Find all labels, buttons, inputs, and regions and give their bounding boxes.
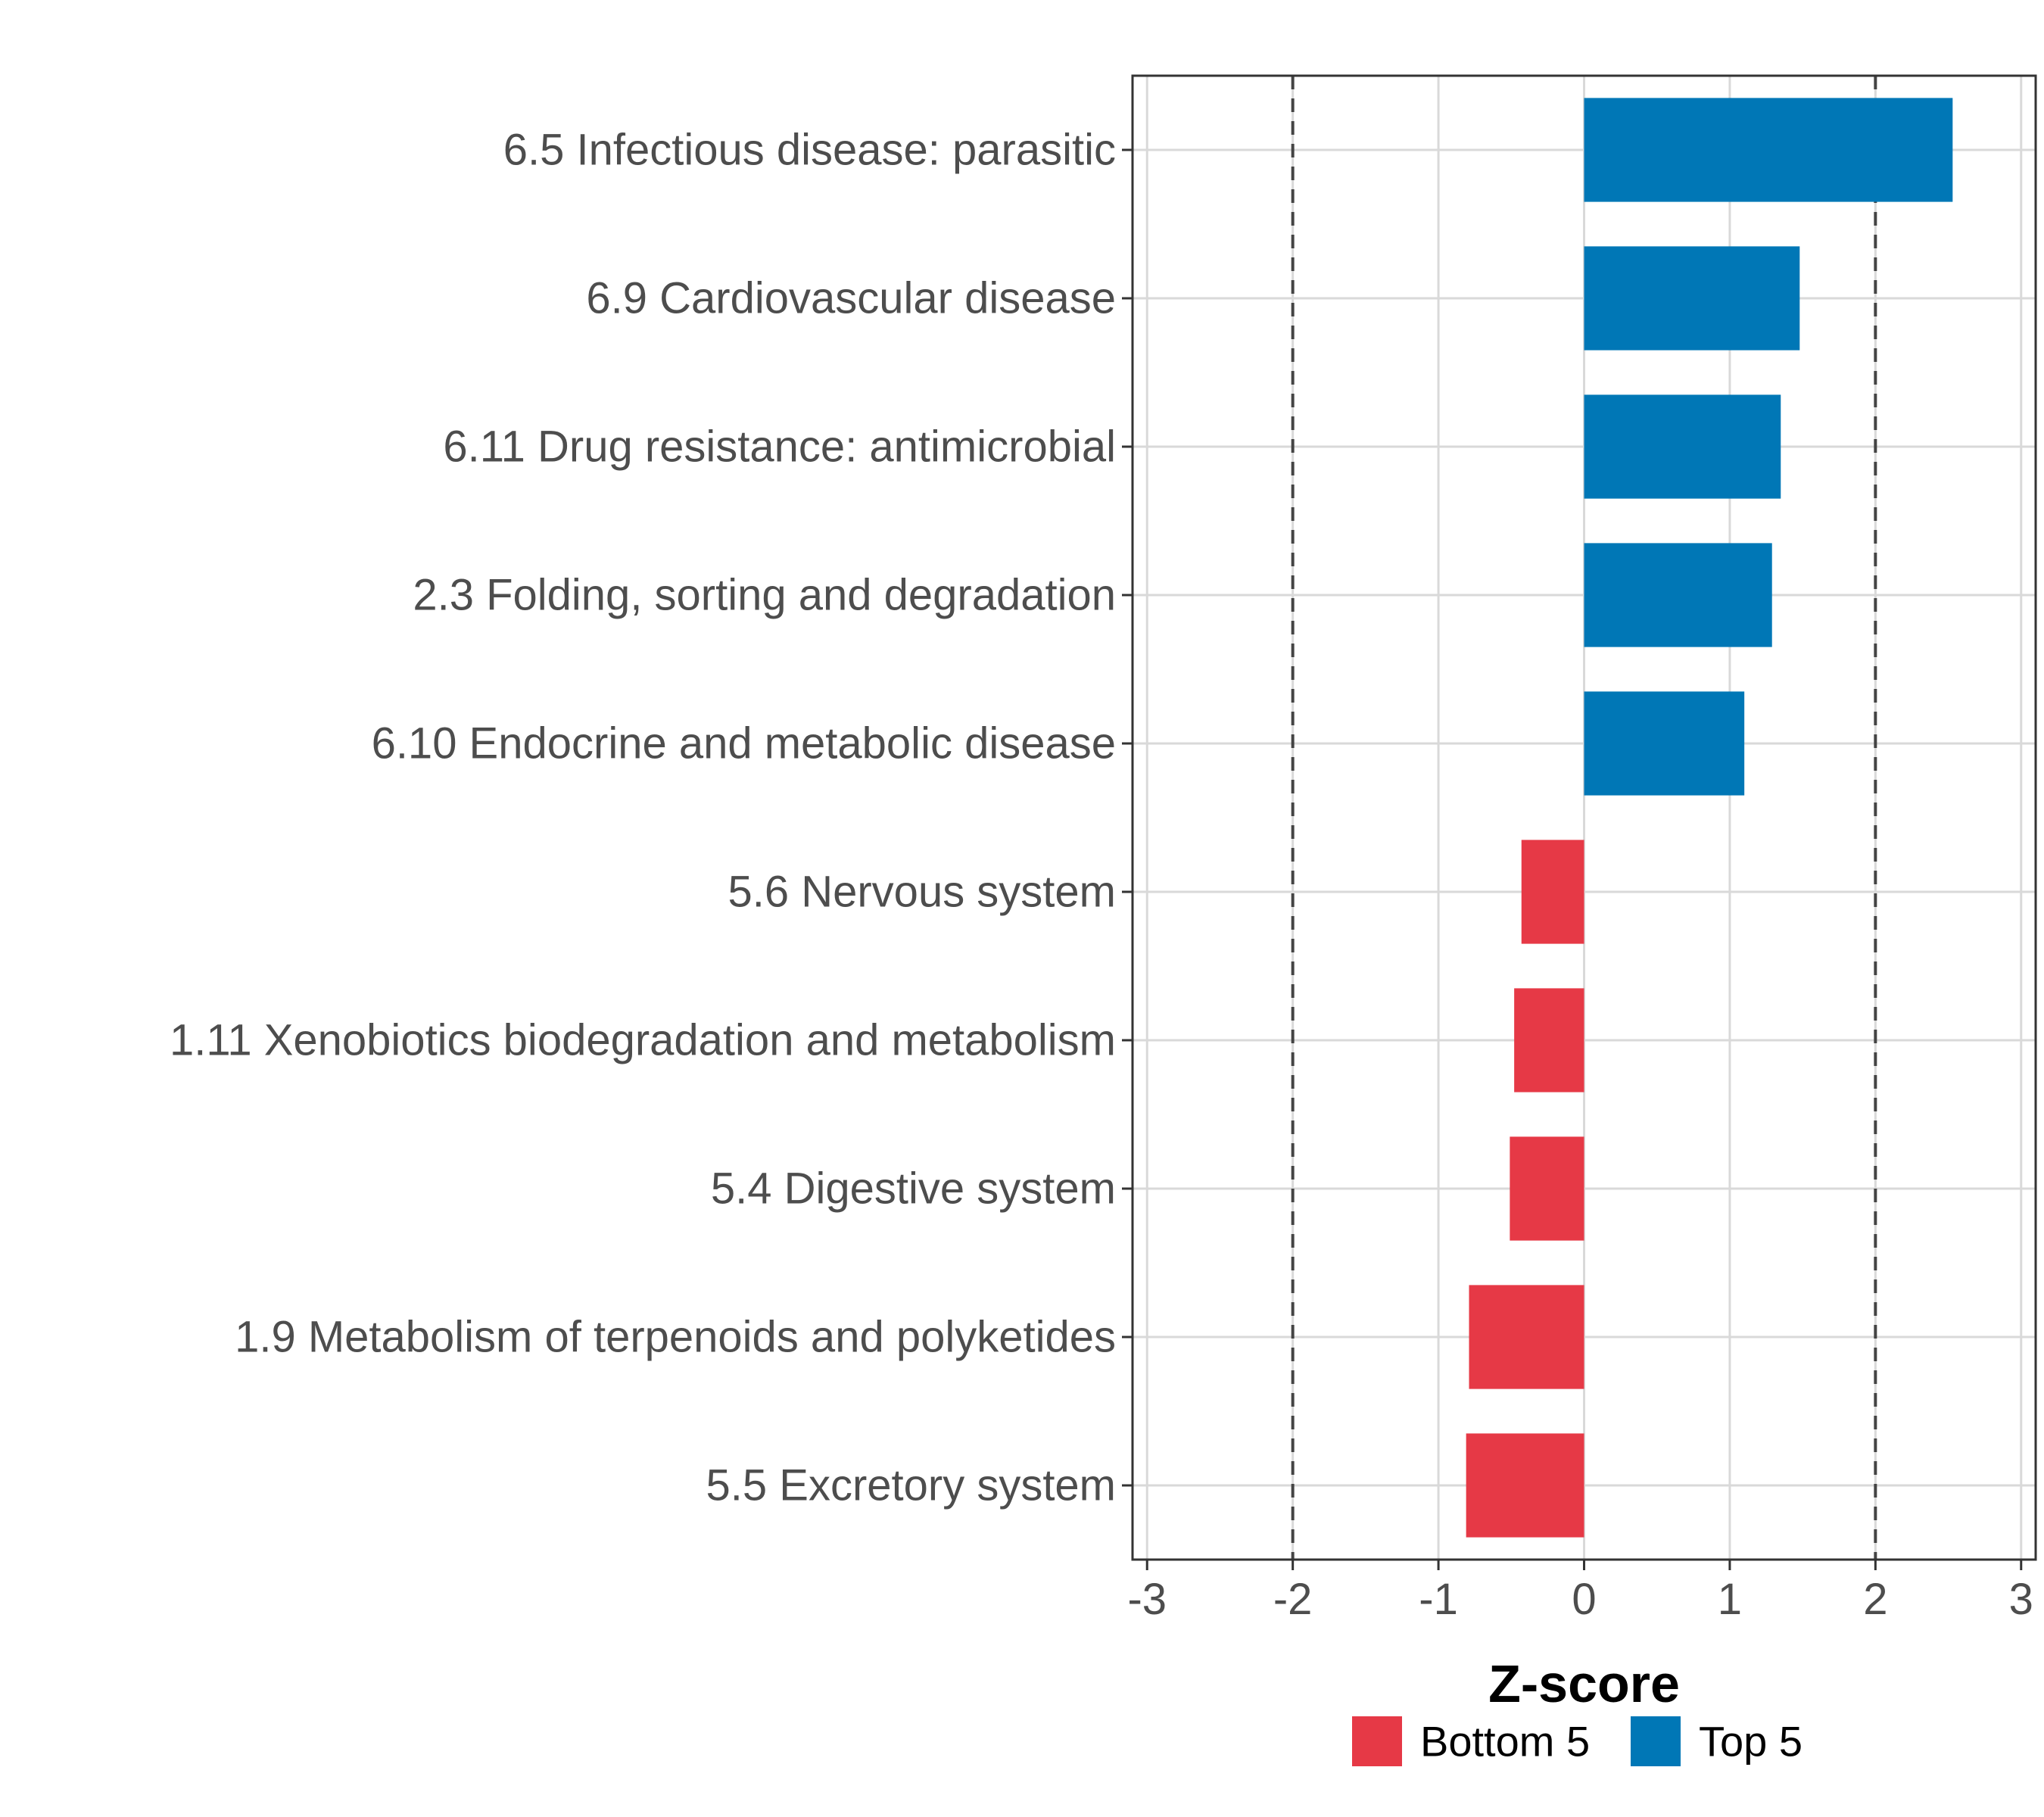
y-axis: 6.5 Infectious disease: parasitic 6.9 Car… bbox=[170, 126, 1133, 1510]
bar bbox=[1584, 98, 1953, 202]
x-axis: -3 -2 -1 0 1 2 3 bbox=[1127, 1560, 2033, 1624]
category-label: 5.5 Excretory system bbox=[706, 1461, 1116, 1510]
bar bbox=[1584, 394, 1781, 499]
x-tick-label: 0 bbox=[1572, 1575, 1596, 1624]
reference-lines bbox=[1291, 76, 1877, 1560]
bar bbox=[1469, 1285, 1584, 1389]
category-label: 1.11 Xenobiotics biodegradation and meta… bbox=[170, 1016, 1116, 1065]
x-tick-label: 1 bbox=[1718, 1575, 1742, 1624]
bar bbox=[1584, 543, 1772, 647]
legend-key bbox=[1352, 1716, 1402, 1766]
legend: Bottom 5 Top 5 bbox=[1352, 1716, 1803, 1766]
bars bbox=[1466, 98, 1953, 1538]
category-label: 2.3 Folding, sorting and degradation bbox=[413, 571, 1116, 620]
category-label: 6.9 Cardiovascular disease bbox=[586, 274, 1116, 323]
bar bbox=[1514, 988, 1584, 1092]
category-label: 1.9 Metabolism of terpenoids and polyket… bbox=[235, 1313, 1116, 1362]
x-tick-label: 2 bbox=[1863, 1575, 1887, 1624]
x-tick-label: -1 bbox=[1419, 1575, 1458, 1624]
category-label: 5.4 Digestive system bbox=[711, 1164, 1116, 1214]
legend-label: Bottom 5 bbox=[1420, 1718, 1590, 1766]
x-tick-label: -3 bbox=[1127, 1575, 1167, 1624]
bar bbox=[1521, 840, 1584, 944]
x-tick-label: 3 bbox=[2009, 1575, 2033, 1624]
category-label: 6.10 Endocrine and metabolic disease bbox=[372, 719, 1116, 768]
category-label: 6.11 Drug resistance: antimicrobial bbox=[443, 422, 1116, 472]
category-label: 6.5 Infectious disease: parasitic bbox=[503, 126, 1116, 175]
x-axis-title: Z-score bbox=[1488, 1654, 1680, 1713]
category-label: 5.6 Nervous system bbox=[728, 868, 1116, 917]
bar bbox=[1584, 246, 1800, 351]
legend-key bbox=[1631, 1716, 1681, 1766]
legend-label: Top 5 bbox=[1699, 1718, 1803, 1766]
bar bbox=[1466, 1433, 1584, 1538]
x-tick-label: -2 bbox=[1273, 1575, 1313, 1624]
bar bbox=[1584, 691, 1745, 796]
bar bbox=[1510, 1136, 1584, 1241]
